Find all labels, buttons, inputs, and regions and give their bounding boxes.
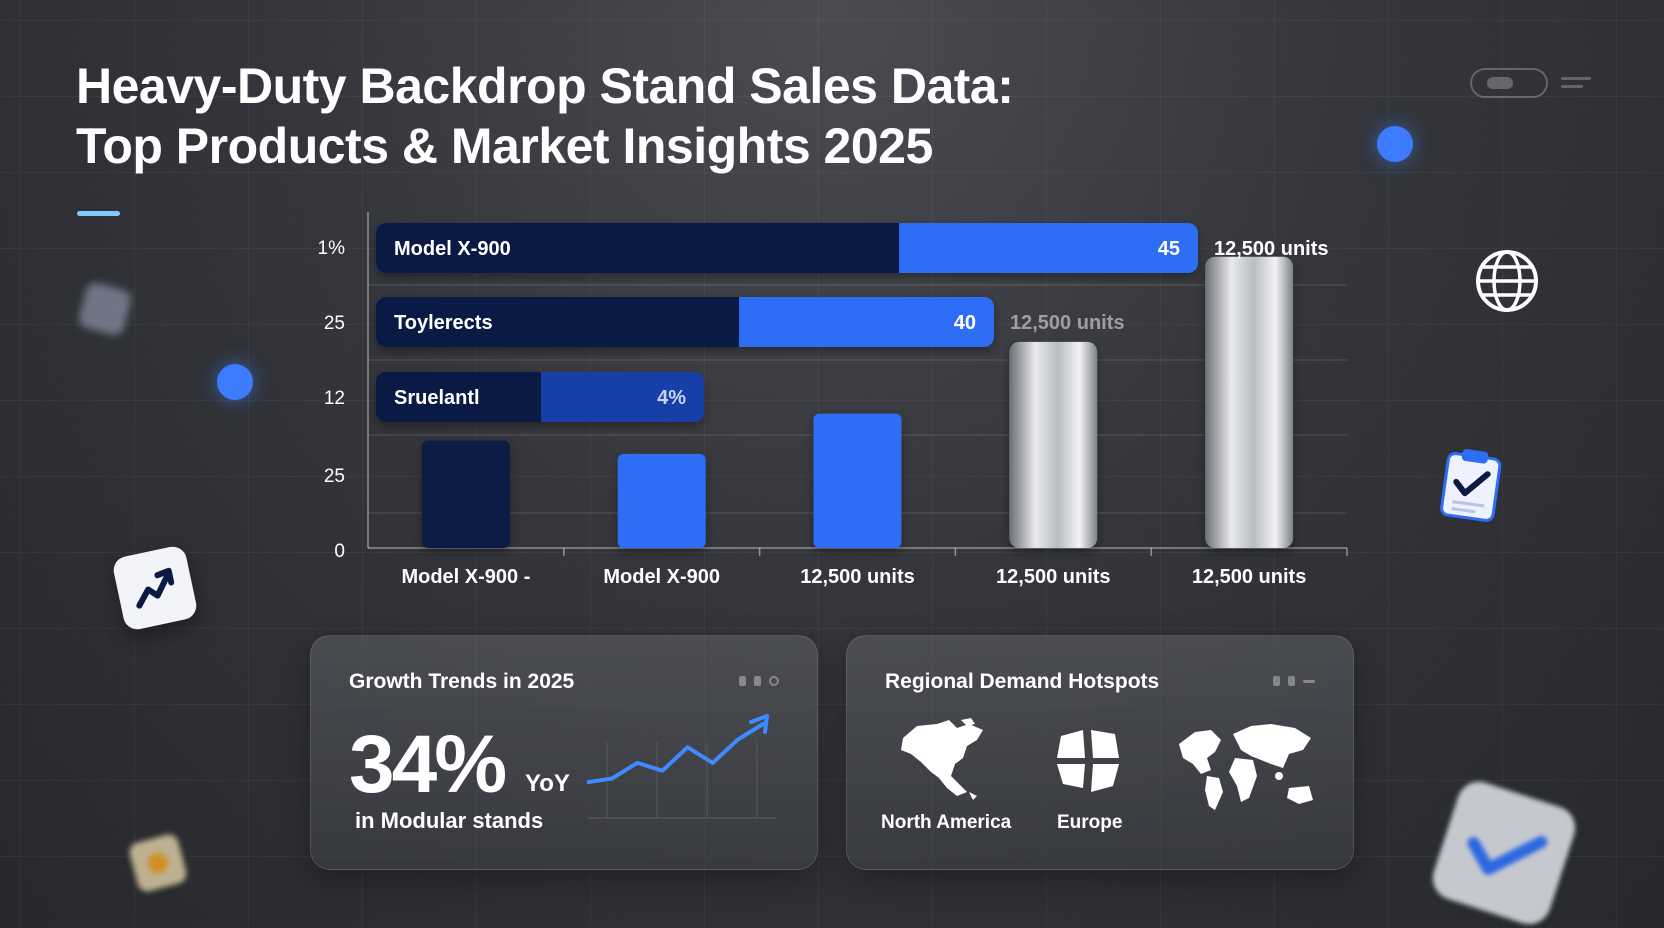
vertical-bar <box>1009 341 1098 548</box>
growth-panel-title: Growth Trends in 2025 <box>349 670 575 693</box>
growth-subtitle: in Modular stands <box>355 808 544 833</box>
horizontal-bar-base-edge <box>529 372 541 422</box>
horizontal-bar-units-label: 12,500 units <box>1010 312 1125 334</box>
horizontal-bar-label: Toylerects <box>394 312 493 334</box>
title-accent-line <box>77 211 120 216</box>
y-tick-label: 0 <box>334 541 345 562</box>
x-category-label: 12,500 units <box>996 566 1111 588</box>
growth-value: 34% <box>349 719 507 810</box>
horizontal-bar-units-label: 12,500 units <box>1214 238 1329 260</box>
region-label-north-america: North America <box>881 812 1012 833</box>
trend-up-icon <box>111 544 199 632</box>
europe-map-icon <box>1057 730 1119 792</box>
x-category-label: 12,500 units <box>800 566 915 588</box>
x-category-label: Model X-900 - <box>401 566 530 588</box>
region-label-europe: Europe <box>1057 812 1123 833</box>
vertical-bar <box>813 413 902 548</box>
x-category-label: Model X-900 <box>603 566 720 588</box>
checkmark-icon <box>1427 776 1581 928</box>
region-panel-title: Regional Demand Hotspots <box>885 670 1160 693</box>
vertical-bar <box>421 440 510 548</box>
growth-unit: YoY <box>525 770 570 797</box>
horizontal-bar-base <box>376 297 739 347</box>
y-tick-label: 1% <box>318 238 346 259</box>
horizontal-bar-base-edge <box>887 223 899 273</box>
y-tick-label: 25 <box>324 466 345 487</box>
blue-dot-left <box>217 364 253 400</box>
horizontal-bar-label: Sruelantl <box>394 387 480 409</box>
horizontal-bar-value-label: 4% <box>657 387 686 409</box>
region-panel-options[interactable] <box>1273 676 1315 686</box>
y-tick-label: 25 <box>324 313 345 334</box>
clipboard-check-icon <box>1436 444 1506 526</box>
growth-trends-panel: Growth Trends in 2025 34% YoY in Modular… <box>310 635 818 870</box>
x-category-label: 12,500 units <box>1192 566 1307 588</box>
y-tick-label: 12 <box>324 388 345 409</box>
title-line-1: Heavy-Duty Backdrop Stand Sales Data: <box>76 58 1014 114</box>
regional-demand-panel: Regional Demand Hotspots North America E… <box>846 635 1354 870</box>
title-line-2: Top Products & Market Insights 2025 <box>76 118 933 174</box>
globe-icon <box>1474 248 1540 314</box>
menu-lines-icon <box>1561 74 1591 90</box>
horizontal-bar-value-label: 40 <box>954 312 976 334</box>
horizontal-bar-value-label: 45 <box>1158 238 1180 260</box>
growth-trend-line-chart <box>587 714 777 819</box>
north-america-map-icon <box>901 718 983 800</box>
trend-arrow-head <box>749 714 769 734</box>
toggle-icon <box>1470 68 1548 98</box>
vertical-bar <box>1205 256 1294 548</box>
horizontal-bar-base <box>376 223 899 273</box>
horizontal-bar-base-edge <box>727 297 739 347</box>
growth-panel-options[interactable] <box>739 676 779 686</box>
horizontal-bar-label: Model X-900 <box>394 238 511 260</box>
vertical-bar <box>617 453 706 548</box>
horizontal-bar-base <box>376 372 541 422</box>
world-map-icon <box>1179 724 1313 810</box>
blue-dot-top <box>1377 126 1413 162</box>
trend-line <box>587 722 765 785</box>
page-title: Heavy-Duty Backdrop Stand Sales Data: To… <box>76 56 1014 176</box>
